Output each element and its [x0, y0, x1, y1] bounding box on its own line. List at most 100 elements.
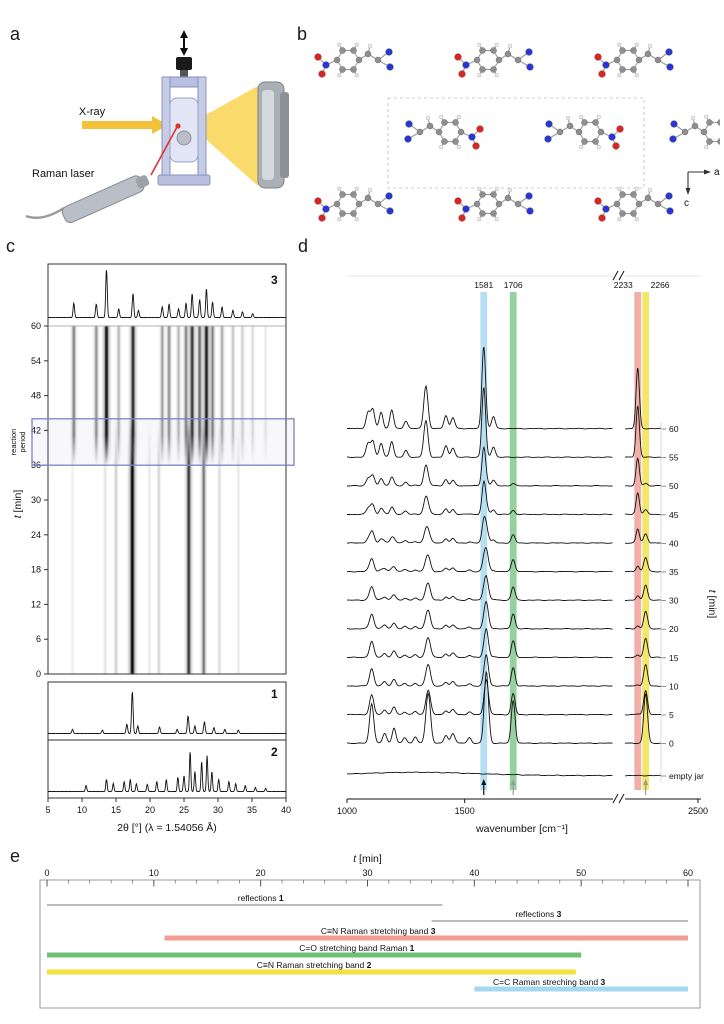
panel-letter-c: c: [6, 236, 15, 256]
svg-text:C≡N Raman stretching band 2: C≡N Raman stretching band 2: [257, 960, 372, 970]
band-label-1581: 1581: [474, 280, 493, 290]
panel-c-xrd: 312061218243036424854605101520253035402θ…: [8, 254, 303, 844]
molecule: [404, 114, 484, 150]
molecule: [454, 42, 534, 78]
molecule: [454, 186, 534, 222]
time-label-55: 55: [669, 453, 679, 463]
svg-text:40: 40: [469, 868, 479, 878]
milling-jar-assembly: [157, 57, 211, 186]
molecule: [544, 114, 624, 150]
spectrum-cn-5: [624, 690, 661, 716]
time-label-5: 5: [669, 710, 674, 720]
laser-beam: [150, 126, 178, 176]
spectrum-15: [346, 627, 613, 659]
pattern-1-label: 1: [271, 687, 278, 701]
spectrum-55: [346, 387, 613, 458]
spectrum-empty jar: [347, 771, 613, 777]
time-label-empty jar: empty jar: [669, 771, 704, 781]
svg-text:60: 60: [31, 321, 41, 331]
svg-text:10: 10: [149, 868, 159, 878]
molecule: [594, 42, 674, 78]
xray-label: X-ray: [79, 106, 106, 118]
molecule: [669, 114, 720, 150]
timeline-bar: [47, 952, 582, 958]
xrd-axes: 061218243036424854605101520253035402θ [°…: [12, 321, 291, 834]
svg-text:6: 6: [36, 634, 41, 644]
raman-band-highlights: 1581 1706 2233 2266: [474, 280, 670, 790]
xrd-pattern-2: [48, 752, 287, 793]
raman-spectra-chart: 1581 1706 2233 22666055504540353020151050em…: [337, 270, 718, 835]
time-label-20: 20: [669, 624, 679, 634]
svg-text:1500: 1500: [455, 806, 475, 816]
time-label-45: 45: [669, 510, 679, 520]
molecule: [314, 42, 394, 78]
crystal-axes: a c: [684, 167, 720, 209]
svg-text:42: 42: [31, 425, 41, 435]
svg-text:54: 54: [31, 356, 41, 366]
svg-text:20: 20: [256, 868, 266, 878]
time-label-40: 40: [669, 538, 679, 548]
spectrum-cn-45: [625, 491, 661, 516]
xrd-time-resolved-chart: 312061218243036424854605101520253035402θ…: [9, 263, 295, 834]
spectrum-40: [346, 515, 613, 544]
time-label-0: 0: [669, 739, 674, 749]
xrd-box-1: [47, 681, 287, 741]
svg-text:15: 15: [111, 805, 121, 815]
svg-text:5: 5: [45, 805, 50, 815]
timeline-bars: reflections 1 reflections 3 C≡N Raman stre…: [47, 893, 688, 992]
raman-laser-label: Raman laser: [32, 168, 95, 180]
spectrum-45: [347, 479, 613, 516]
time-label-15: 15: [669, 653, 679, 663]
svg-text:0: 0: [44, 868, 49, 878]
spectrum-cn-35: [625, 557, 662, 573]
svg-text:24: 24: [31, 530, 41, 540]
raman-axes: 1000 1500 2500 wavenumber [cm⁻¹] t [min]: [337, 270, 718, 835]
spectrum-10: [347, 653, 613, 687]
panel-letter-e: e: [10, 846, 21, 866]
raman-xlabel: wavenumber [cm⁻¹]: [475, 823, 568, 835]
svg-text:50: 50: [576, 868, 586, 878]
vertical-motion-arrow: [180, 30, 188, 56]
band-label-1706: 1706: [504, 280, 523, 290]
timeline-axis: 0 10 20 30 40 50 60 t [min]: [44, 853, 693, 887]
xrd-ylabel: t [min]: [12, 490, 24, 519]
band-1706: [509, 292, 517, 790]
timeline-box: [39, 879, 701, 1009]
band-1581: [480, 292, 488, 790]
spectrum-30: [347, 574, 613, 601]
panel-d-raman: 1581 1706 2233 2266 60 55 50 45 40 35 30 20 15 10 5 0 em…: [305, 254, 720, 844]
svg-text:48: 48: [31, 391, 41, 401]
timeline-bar: [47, 969, 576, 975]
panel-e-timeline: 0 10 20 30 40 50 60 t [min] reflections 1 reflect…: [0, 850, 724, 1022]
spectrum-5: [346, 678, 613, 716]
spectrum-cn-empty jar: [624, 774, 662, 777]
xrd-main-box: [47, 263, 287, 675]
pattern-3-label: 3: [271, 273, 278, 287]
panel-a-setup: X-ray Raman laser: [12, 26, 302, 241]
spectrum-60: [346, 346, 613, 430]
time-label-10: 10: [669, 681, 679, 691]
svg-text:C=O stretching band Raman 1: C=O stretching band Raman 1: [299, 943, 414, 953]
svg-text:2500: 2500: [688, 806, 708, 816]
svg-text:10: 10: [77, 805, 87, 815]
time-label-35: 35: [669, 567, 679, 577]
panel-letter-a: a: [10, 24, 21, 44]
svg-text:25: 25: [179, 805, 189, 815]
spectrum-20: [346, 600, 613, 630]
time-label-30: 30: [669, 596, 679, 606]
molecule: [314, 186, 394, 222]
band-label-2266: 2266: [651, 280, 670, 290]
detector: [257, 81, 289, 189]
axis-c-label: c: [684, 198, 689, 209]
reaction-period-label: reaction: [9, 429, 18, 456]
spectrum-35: [346, 547, 613, 573]
svg-text:C≡N Raman stretching band 3: C≡N Raman stretching band 3: [321, 926, 436, 936]
xrd-pattern-1: [48, 692, 287, 735]
band-2266: [642, 292, 650, 790]
reaction-period-label: period: [18, 432, 27, 453]
spectrum-cn-10: [625, 664, 662, 687]
band-label-2233: 2233: [614, 280, 633, 290]
xrd-pattern-3: [48, 270, 287, 319]
spectrum-50: [346, 445, 613, 487]
